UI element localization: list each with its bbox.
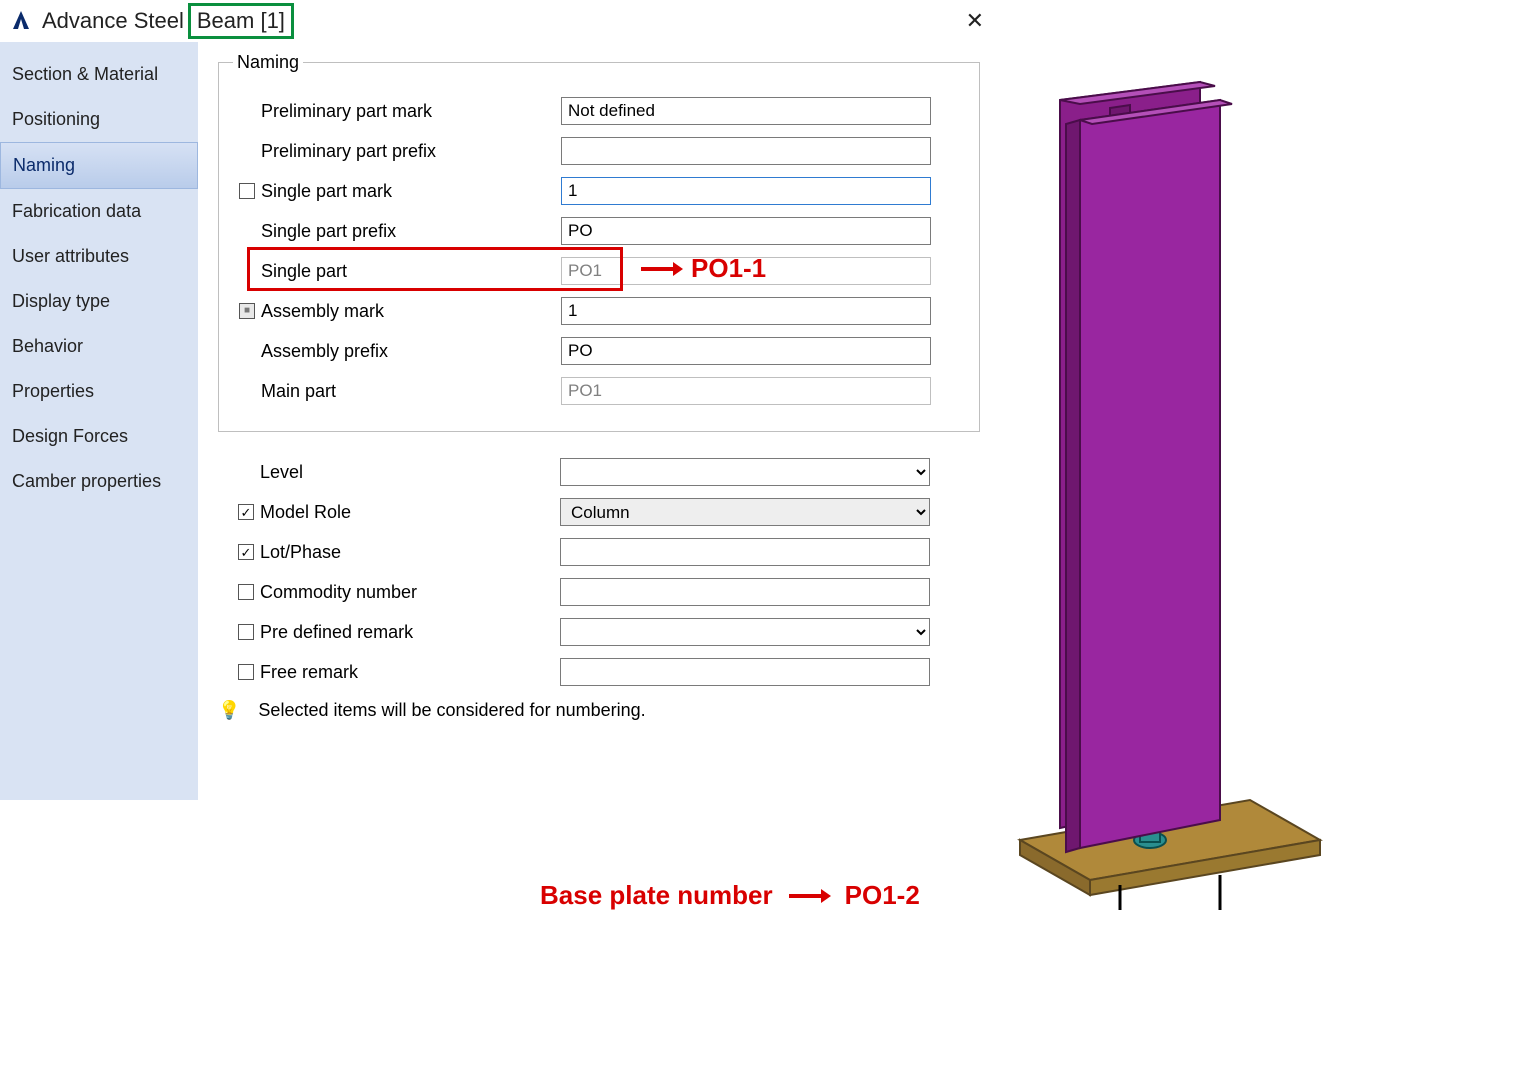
field-label: Assembly prefix (261, 341, 561, 362)
properties-dialog: Advance Steel Beam [1] ✕ Section & Mater… (0, 0, 1000, 800)
naming-legend: Naming (233, 52, 303, 73)
arrow-right-icon (639, 259, 683, 279)
text-input[interactable] (561, 177, 931, 205)
text-input[interactable] (561, 217, 931, 245)
naming-row: Main part (233, 371, 965, 411)
field-label: Free remark (260, 662, 560, 683)
select-input[interactable] (560, 458, 930, 486)
field-label: Lot/Phase (260, 542, 560, 563)
sidebar-item-user-attributes[interactable]: User attributes (0, 234, 198, 279)
single-part-annotation-text: PO1-1 (691, 253, 766, 284)
arrow-right-icon (787, 886, 831, 906)
lower-row: Free remark (232, 652, 980, 692)
checkbox[interactable] (239, 303, 255, 319)
sidebar-item-display-type[interactable]: Display type (0, 279, 198, 324)
field-label: Preliminary part mark (261, 101, 561, 122)
titlebar: Advance Steel Beam [1] ✕ (0, 0, 1000, 42)
field-label: Commodity number (260, 582, 560, 603)
app-title: Advance Steel (42, 8, 184, 34)
sidebar-item-camber-properties[interactable]: Camber properties (0, 459, 198, 504)
beam-3d-render (1000, 80, 1340, 910)
lower-row: Pre defined remark (232, 612, 980, 652)
hint-text: Selected items will be considered for nu… (258, 700, 645, 721)
field-label: Single part prefix (261, 221, 561, 242)
field-label: Main part (261, 381, 561, 402)
object-title: Beam [1] (188, 3, 294, 39)
naming-row: Single part (233, 251, 965, 291)
sidebar-item-properties[interactable]: Properties (0, 369, 198, 414)
checkbox[interactable] (238, 544, 254, 560)
lower-group: LevelModel RoleColumnLot/PhaseCommodity … (218, 452, 980, 692)
naming-row: Single part prefix (233, 211, 965, 251)
text-input[interactable] (561, 297, 931, 325)
lightbulb-icon: 💡 (218, 700, 240, 721)
checkbox[interactable] (239, 183, 255, 199)
close-icon[interactable]: ✕ (958, 4, 992, 38)
text-input[interactable] (560, 658, 930, 686)
text-input[interactable] (561, 137, 931, 165)
checkbox[interactable] (238, 664, 254, 680)
text-input (561, 377, 931, 405)
content-panel: Naming Preliminary part mark Preliminary … (198, 42, 1000, 800)
text-input[interactable] (560, 578, 930, 606)
base-plate-annotation: Base plate number PO1-2 (540, 880, 920, 911)
sidebar-item-positioning[interactable]: Positioning (0, 97, 198, 142)
checkbox[interactable] (238, 504, 254, 520)
field-label: Single part (261, 261, 561, 282)
base-plate-value: PO1-2 (845, 880, 920, 911)
field-label: Single part mark (261, 181, 561, 202)
checkbox[interactable] (238, 624, 254, 640)
base-plate-label: Base plate number (540, 880, 773, 911)
lower-row: Commodity number (232, 572, 980, 612)
naming-row: Preliminary part prefix (233, 131, 965, 171)
sidebar: Section & MaterialPositioningNamingFabri… (0, 42, 198, 800)
naming-row: Single part mark (233, 171, 965, 211)
field-label: Model Role (260, 502, 560, 523)
lower-row: Level (232, 452, 980, 492)
checkbox[interactable] (238, 584, 254, 600)
app-logo-icon (8, 8, 34, 34)
sidebar-item-fabrication-data[interactable]: Fabrication data (0, 189, 198, 234)
sidebar-item-behavior[interactable]: Behavior (0, 324, 198, 369)
sidebar-item-naming[interactable]: Naming (0, 142, 198, 189)
naming-row: Assembly prefix (233, 331, 965, 371)
naming-row: Assembly mark (233, 291, 965, 331)
single-part-annotation: PO1-1 (639, 253, 766, 284)
sidebar-item-design-forces[interactable]: Design Forces (0, 414, 198, 459)
naming-row: Preliminary part mark (233, 91, 965, 131)
field-label: Preliminary part prefix (261, 141, 561, 162)
text-input[interactable] (560, 538, 930, 566)
hint-row: 💡 Selected items will be considered for … (218, 700, 980, 721)
field-label: Assembly mark (261, 301, 561, 322)
field-label: Pre defined remark (260, 622, 560, 643)
naming-group: Naming Preliminary part mark Preliminary … (218, 52, 980, 432)
lower-row: Model RoleColumn (232, 492, 980, 532)
text-input[interactable] (561, 97, 931, 125)
sidebar-item-section-material[interactable]: Section & Material (0, 52, 198, 97)
select-input[interactable] (560, 618, 930, 646)
field-label: Level (260, 462, 560, 483)
text-input[interactable] (561, 337, 931, 365)
select-input[interactable]: Column (560, 498, 930, 526)
lower-row: Lot/Phase (232, 532, 980, 572)
